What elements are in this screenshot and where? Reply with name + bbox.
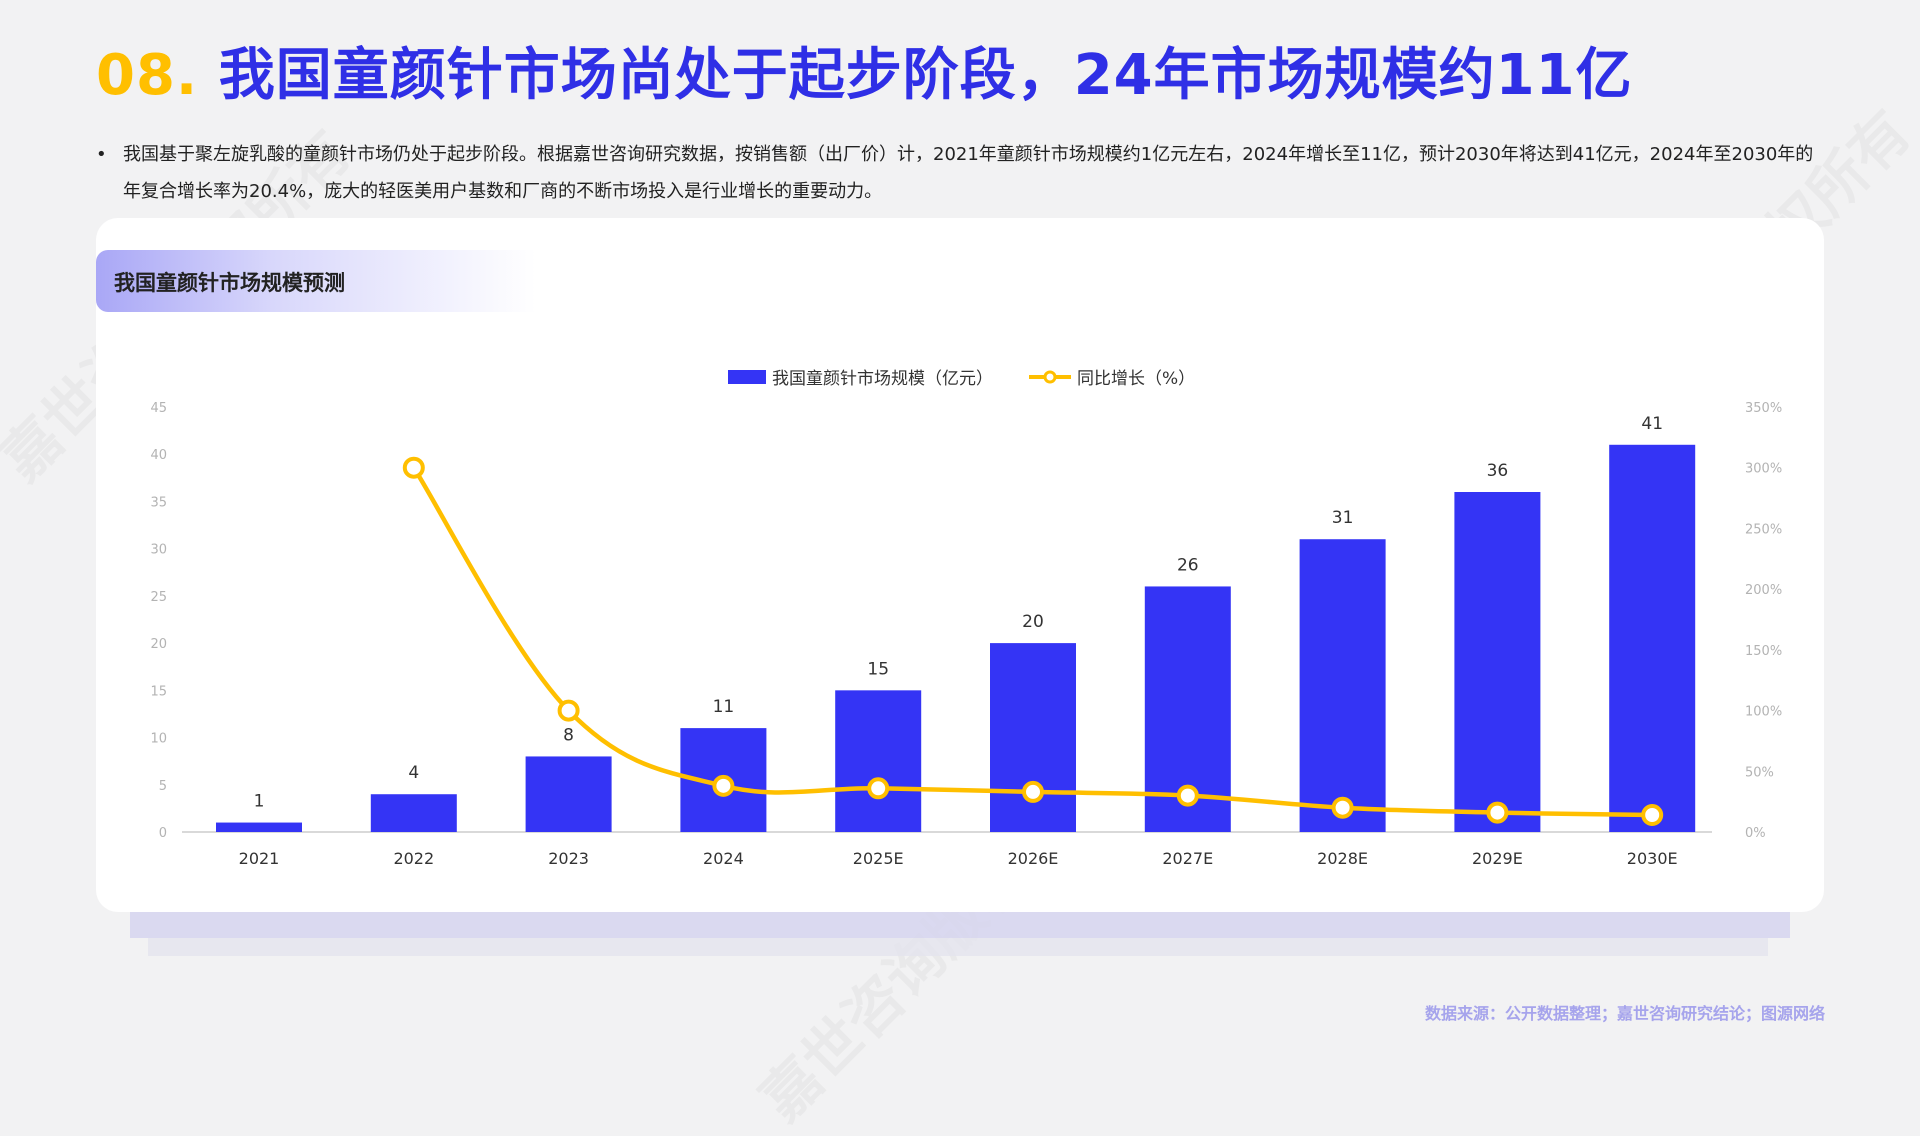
bar[interactable]	[990, 643, 1076, 832]
bar-value-label: 8	[563, 725, 574, 745]
right-axis-tick: 300%	[1745, 462, 1782, 477]
right-axis: 0% 50% 100% 150% 200% 250% 300% 350%	[1745, 401, 1782, 841]
legend-line-label: 同比增长（%）	[1077, 369, 1196, 389]
left-axis-tick: 20	[150, 637, 167, 652]
bar[interactable]	[1299, 539, 1386, 832]
bar-value-label: 36	[1487, 461, 1509, 481]
summary-bullet: • 我国基于聚左旋乳酸的童颜针市场仍处于起步阶段。根据嘉世咨询研究数据，按销售额…	[96, 136, 1826, 210]
chart-plot: 0 5 10 15 20 25 30 35 40 45 0% 50% 100% 150% 200% 250%…	[150, 401, 1782, 868]
growth-point[interactable]	[1176, 784, 1199, 807]
x-axis-label: 2029E	[1472, 849, 1523, 868]
left-axis-tick: 25	[150, 590, 167, 605]
card-shadow-lower	[148, 938, 1768, 956]
bar[interactable]	[1609, 444, 1696, 832]
left-axis-tick: 30	[150, 543, 167, 558]
legend-bar-swatch-icon	[728, 369, 766, 384]
chart-legend: 我国童颜针市场规模（亿元） 同比增长（%）	[728, 364, 1195, 389]
left-axis-tick: 15	[150, 684, 167, 699]
bar[interactable]	[835, 690, 922, 832]
growth-point[interactable]	[402, 456, 425, 479]
x-axis-label: 2030E	[1627, 849, 1678, 868]
growth-points	[402, 456, 1664, 826]
x-axis-label: 2024	[703, 849, 744, 868]
bullet-text: 我国基于聚左旋乳酸的童颜针市场仍处于起步阶段。根据嘉世咨询研究数据，按销售额（出…	[123, 144, 1814, 202]
legend-item-bar[interactable]: 我国童颜针市场规模（亿元）	[728, 364, 993, 389]
bar-value-label: 41	[1641, 414, 1663, 434]
right-axis-tick: 50%	[1745, 765, 1774, 780]
card-title: 我国童颜针市场规模预测	[114, 271, 345, 295]
x-axis-label: 2027E	[1162, 849, 1213, 868]
left-axis-tick: 35	[150, 495, 167, 510]
bar-series: 1 4 8 11 15 20 26 31 36 41	[216, 414, 1696, 832]
left-axis-tick: 10	[150, 732, 167, 747]
growth-point[interactable]	[1331, 796, 1354, 819]
left-axis-tick: 45	[150, 401, 167, 416]
left-axis: 0 5 10 15 20 25 30 35 40 45	[150, 401, 167, 841]
legend-item-line[interactable]: 同比增长（%）	[1029, 364, 1195, 389]
right-axis-tick: 150%	[1745, 644, 1782, 659]
bar[interactable]	[370, 794, 457, 832]
title-text: 我国童颜针市场尚处于起步阶段，24年市场规模约11亿	[218, 43, 1633, 108]
bar[interactable]	[216, 822, 302, 832]
bar[interactable]	[525, 756, 612, 832]
x-axis-label: 2025E	[853, 849, 904, 868]
bar-value-label: 20	[1022, 612, 1044, 632]
bar-value-label: 11	[713, 697, 735, 717]
right-axis-tick: 350%	[1745, 401, 1782, 416]
bar-value-label: 31	[1332, 508, 1354, 528]
card-shadow	[130, 912, 1790, 938]
bar[interactable]	[1454, 492, 1541, 832]
x-axis-label: 2028E	[1317, 849, 1368, 868]
page-title: 08. 我国童颜针市场尚处于起步阶段，24年市场规模约11亿	[96, 30, 1633, 111]
growth-point[interactable]	[1486, 801, 1509, 824]
right-axis-tick: 250%	[1745, 522, 1782, 537]
bar-value-label: 26	[1177, 555, 1199, 575]
right-axis-tick: 100%	[1745, 705, 1782, 720]
growth-point[interactable]	[1022, 780, 1044, 803]
legend-bar-label: 我国童颜针市场规模（亿元）	[772, 369, 993, 389]
growth-point[interactable]	[557, 699, 580, 722]
left-axis-tick: 5	[159, 779, 167, 794]
x-axis-labels: 2021 2022 2023 2024 2025E 2026E 2027E 2028E 2029…	[239, 849, 1678, 868]
x-axis-label: 2022	[393, 849, 434, 868]
bullet-dot: •	[96, 144, 107, 165]
left-axis-tick: 0	[159, 826, 167, 841]
data-source: 数据来源：公开数据整理；嘉世咨询研究结论；图源网络	[1424, 1004, 1825, 1023]
growth-point[interactable]	[712, 774, 735, 797]
bar-value-label: 4	[408, 763, 419, 783]
right-axis-tick: 0%	[1745, 826, 1766, 841]
growth-point[interactable]	[1641, 804, 1664, 826]
bar-value-label: 15	[867, 659, 889, 679]
x-axis-label: 2026E	[1008, 849, 1059, 868]
card-header: 我国童颜针市场规模预测	[96, 250, 536, 312]
section-number: 08.	[96, 43, 199, 108]
legend-line-marker-icon	[1029, 370, 1071, 383]
left-axis-tick: 40	[150, 448, 167, 463]
x-axis-label: 2021	[239, 849, 280, 868]
bar-value-label: 1	[254, 792, 265, 812]
x-axis-label: 2023	[548, 849, 589, 868]
right-axis-tick: 200%	[1745, 583, 1782, 598]
growth-point[interactable]	[867, 777, 890, 800]
